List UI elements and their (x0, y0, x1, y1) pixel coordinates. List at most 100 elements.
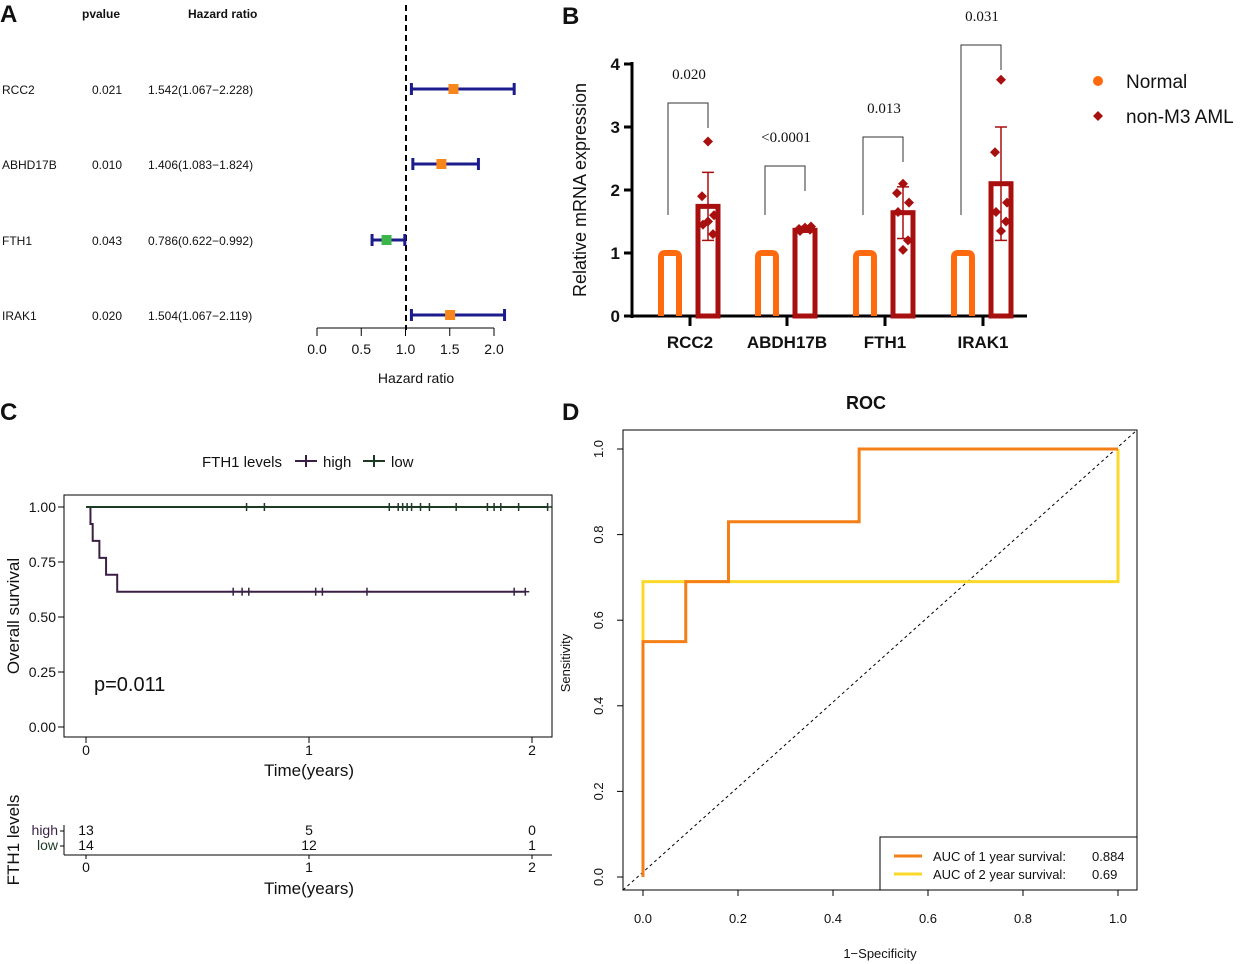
hr-text: 1.542(1.067−2.228) (148, 83, 253, 97)
normal-bar (951, 250, 975, 316)
y-tick-label: 4 (611, 55, 621, 74)
data-point (709, 210, 719, 221)
significance-bracket (764, 165, 806, 215)
significance-bracket (960, 44, 1002, 215)
data-point (903, 235, 913, 246)
data-point (898, 244, 908, 255)
roc-curve (641, 447, 1118, 877)
normal-bar (658, 250, 682, 316)
legend-label: AUC of 2 year survival: (933, 867, 1066, 882)
hr-text: 1.504(1.067−2.119) (148, 309, 252, 323)
panel-label-c: C (0, 399, 17, 426)
chart-title: ROC (846, 393, 886, 413)
y-tick-label: 0.8 (591, 526, 606, 544)
p-value-label: 0.013 (867, 101, 901, 117)
x-tick-label: 2.0 (484, 341, 504, 357)
risk-count: 14 (78, 837, 94, 853)
y-tick-label: 0.25 (29, 664, 56, 680)
risk-count: 0 (528, 822, 536, 838)
risk-count: 12 (301, 837, 317, 853)
plot-frame (63, 494, 553, 738)
y-tick-label: 1.00 (29, 499, 56, 515)
y-tick-label: 2 (611, 181, 620, 200)
pvalue: 0.010 (92, 158, 122, 172)
risk-y-label: FTH1 levels (4, 795, 23, 886)
col-header-pvalue: pvalue (82, 7, 120, 21)
risk-count: 13 (78, 822, 94, 838)
normal-bar (755, 250, 779, 316)
diagonal-reference (622, 429, 1138, 891)
x-axis-label: 1−Specificity (843, 946, 917, 961)
x-axis-label: Time(years) (264, 761, 354, 780)
risk-x-tick-label: 2 (528, 859, 536, 875)
pvalue: 0.021 (92, 83, 122, 97)
y-tick-label: 0.00 (29, 719, 56, 735)
x-tick-label: 0.0 (307, 341, 327, 357)
x-tick-label: 0.0 (634, 911, 652, 926)
category-label: ABDH17B (747, 333, 827, 352)
legend-box (879, 836, 1138, 891)
risk-count: 5 (305, 822, 313, 838)
category-label: IRAK1 (957, 333, 1008, 352)
risk-x-tick-label: 0 (82, 859, 90, 875)
x-tick-label: 0.2 (729, 911, 747, 926)
y-axis-label: Relative mRNA expression (570, 83, 590, 297)
gene-label: FTH1 (2, 234, 32, 248)
y-tick-label: 0.2 (591, 782, 606, 800)
data-point (708, 229, 718, 240)
data-point (996, 74, 1006, 85)
x-tick-label: 0.6 (919, 911, 937, 926)
x-tick-label: 0.4 (824, 911, 842, 926)
significance-bracket (862, 136, 904, 215)
panel-label-d: D (562, 399, 579, 426)
p-value-annotation: p=0.011 (94, 674, 165, 696)
normal-bar (853, 250, 877, 316)
data-point (996, 225, 1006, 236)
data-point (703, 136, 713, 147)
legend-auc: 0.884 (1092, 849, 1125, 864)
risk-row-label: high (32, 822, 58, 838)
survival-curve-high (86, 506, 526, 593)
risk-x-label: Time(years) (264, 879, 354, 898)
y-tick-label: 0.0 (591, 868, 606, 886)
data-point (703, 216, 713, 227)
legend-label: Normal (1126, 72, 1187, 93)
y-tick-label: 0.75 (29, 554, 56, 570)
data-point (990, 147, 1000, 158)
data-point (1001, 216, 1011, 227)
gene-label: IRAK1 (2, 309, 37, 323)
y-tick-label: 0.50 (29, 609, 56, 625)
legend-marker-aml (1093, 111, 1103, 121)
panel-label-a: A (0, 1, 17, 28)
x-axis-label: Hazard ratio (378, 370, 454, 386)
category-label: FTH1 (864, 333, 907, 352)
y-axis-label: Overall survival (4, 558, 23, 674)
hr-point (445, 310, 456, 320)
data-point (1002, 197, 1012, 208)
col-header-hr: Hazard ratio (188, 7, 257, 21)
x-tick-label: 2 (528, 742, 536, 758)
y-tick-label: 1.0 (591, 440, 606, 458)
legend-marker-normal (1093, 76, 1103, 86)
risk-row-label: low (37, 837, 59, 853)
legend-title: FTH1 levels (202, 454, 282, 471)
pvalue: 0.020 (92, 309, 122, 323)
hr-point (448, 84, 459, 94)
x-tick-label: 1 (305, 742, 313, 758)
pvalue: 0.043 (92, 234, 122, 248)
y-tick-label: 0.4 (591, 697, 606, 715)
aml-bar (792, 227, 818, 319)
hr-point (436, 159, 447, 169)
legend-label: AUC of 1 year survival: (933, 849, 1066, 864)
y-axis-label: Sensitivity (558, 633, 573, 692)
y-tick-label: 1 (611, 244, 620, 263)
p-value-label: 0.020 (672, 67, 706, 83)
x-tick-label: 0.5 (352, 341, 372, 357)
roc-curve (641, 449, 1120, 877)
data-point (800, 222, 810, 233)
legend-label: non-M3 AML (1126, 107, 1234, 128)
x-tick-label: 1.0 (396, 341, 416, 357)
data-point (898, 178, 908, 189)
hr-text: 1.406(1.083−1.824) (148, 158, 253, 172)
